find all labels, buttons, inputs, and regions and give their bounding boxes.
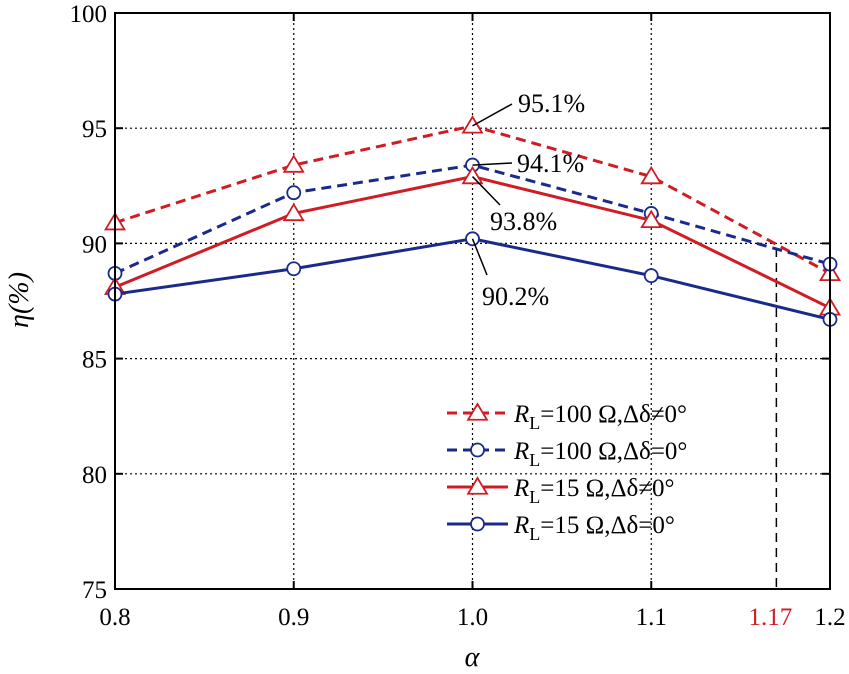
legend-label: RL=15 Ω,Δδ≠0° <box>513 475 675 507</box>
data-point <box>282 202 305 222</box>
legend-item: RL=100 Ω,Δδ=0° <box>447 438 687 470</box>
y-tick-label: 95 <box>82 116 107 143</box>
legend-item: RL=15 Ω,Δδ=0° <box>447 512 675 544</box>
grid <box>115 13 830 589</box>
marker-line: 1.17 <box>749 248 793 631</box>
annotation-leader <box>471 238 488 276</box>
legend-swatch-marker <box>466 402 489 421</box>
annotations: 95.1% 94.1% 93.8% 90.2% <box>471 89 585 311</box>
data-point <box>461 165 484 185</box>
annotation-label: 94.1% <box>517 149 584 178</box>
x-tick-label: 1.1 <box>636 604 667 631</box>
x-tick-label: 0.9 <box>278 604 309 631</box>
y-tick-label: 100 <box>70 1 108 28</box>
x-tick-label: 1.0 <box>457 604 488 631</box>
legend-item: RL=15 Ω,Δδ≠0° <box>447 475 675 507</box>
annotation-leader <box>472 103 513 127</box>
legend-label: RL=15 Ω,Δδ=0° <box>513 512 675 544</box>
data-point <box>640 209 663 229</box>
legend-swatch-marker <box>466 476 489 495</box>
legend-swatch-marker <box>470 516 485 532</box>
y-tick-label: 85 <box>82 347 107 374</box>
data-point <box>643 268 659 284</box>
axis-ticks: 0.8 0.9 1.0 1.1 1.2 75 80 85 90 95 100 <box>70 1 846 631</box>
annotation-leader <box>472 162 513 166</box>
annotation-label: 93.8% <box>490 207 557 236</box>
data-point <box>461 115 484 134</box>
x-tick-label: 1.2 <box>814 604 845 631</box>
legend-item: RL=100 Ω,Δδ≠0° <box>447 401 687 433</box>
y-tick-label: 90 <box>82 231 107 258</box>
legend-label: RL=100 Ω,Δδ=0° <box>513 438 687 470</box>
legend-swatch-marker <box>470 442 485 458</box>
legend: RL=100 Ω,Δδ≠0° RL=100 Ω,Δδ=0° RL=15 Ω,Δδ≠0… <box>447 401 687 544</box>
y-axis-title: η(%) <box>4 272 35 328</box>
data-point <box>286 261 302 277</box>
legend-label: RL=100 Ω,Δδ≠0° <box>513 401 687 433</box>
annotation-label: 95.1% <box>518 89 585 118</box>
threshold-label: 1.17 <box>749 604 793 631</box>
x-axis-title: α <box>465 642 481 673</box>
y-tick-label: 75 <box>82 577 107 604</box>
data-point <box>286 185 302 201</box>
y-tick-label: 80 <box>82 462 107 489</box>
data-point <box>282 154 305 173</box>
annotation-leader <box>471 176 501 206</box>
x-tick-label: 0.8 <box>99 604 130 631</box>
data-point <box>640 165 663 185</box>
annotation-label: 90.2% <box>482 282 549 311</box>
